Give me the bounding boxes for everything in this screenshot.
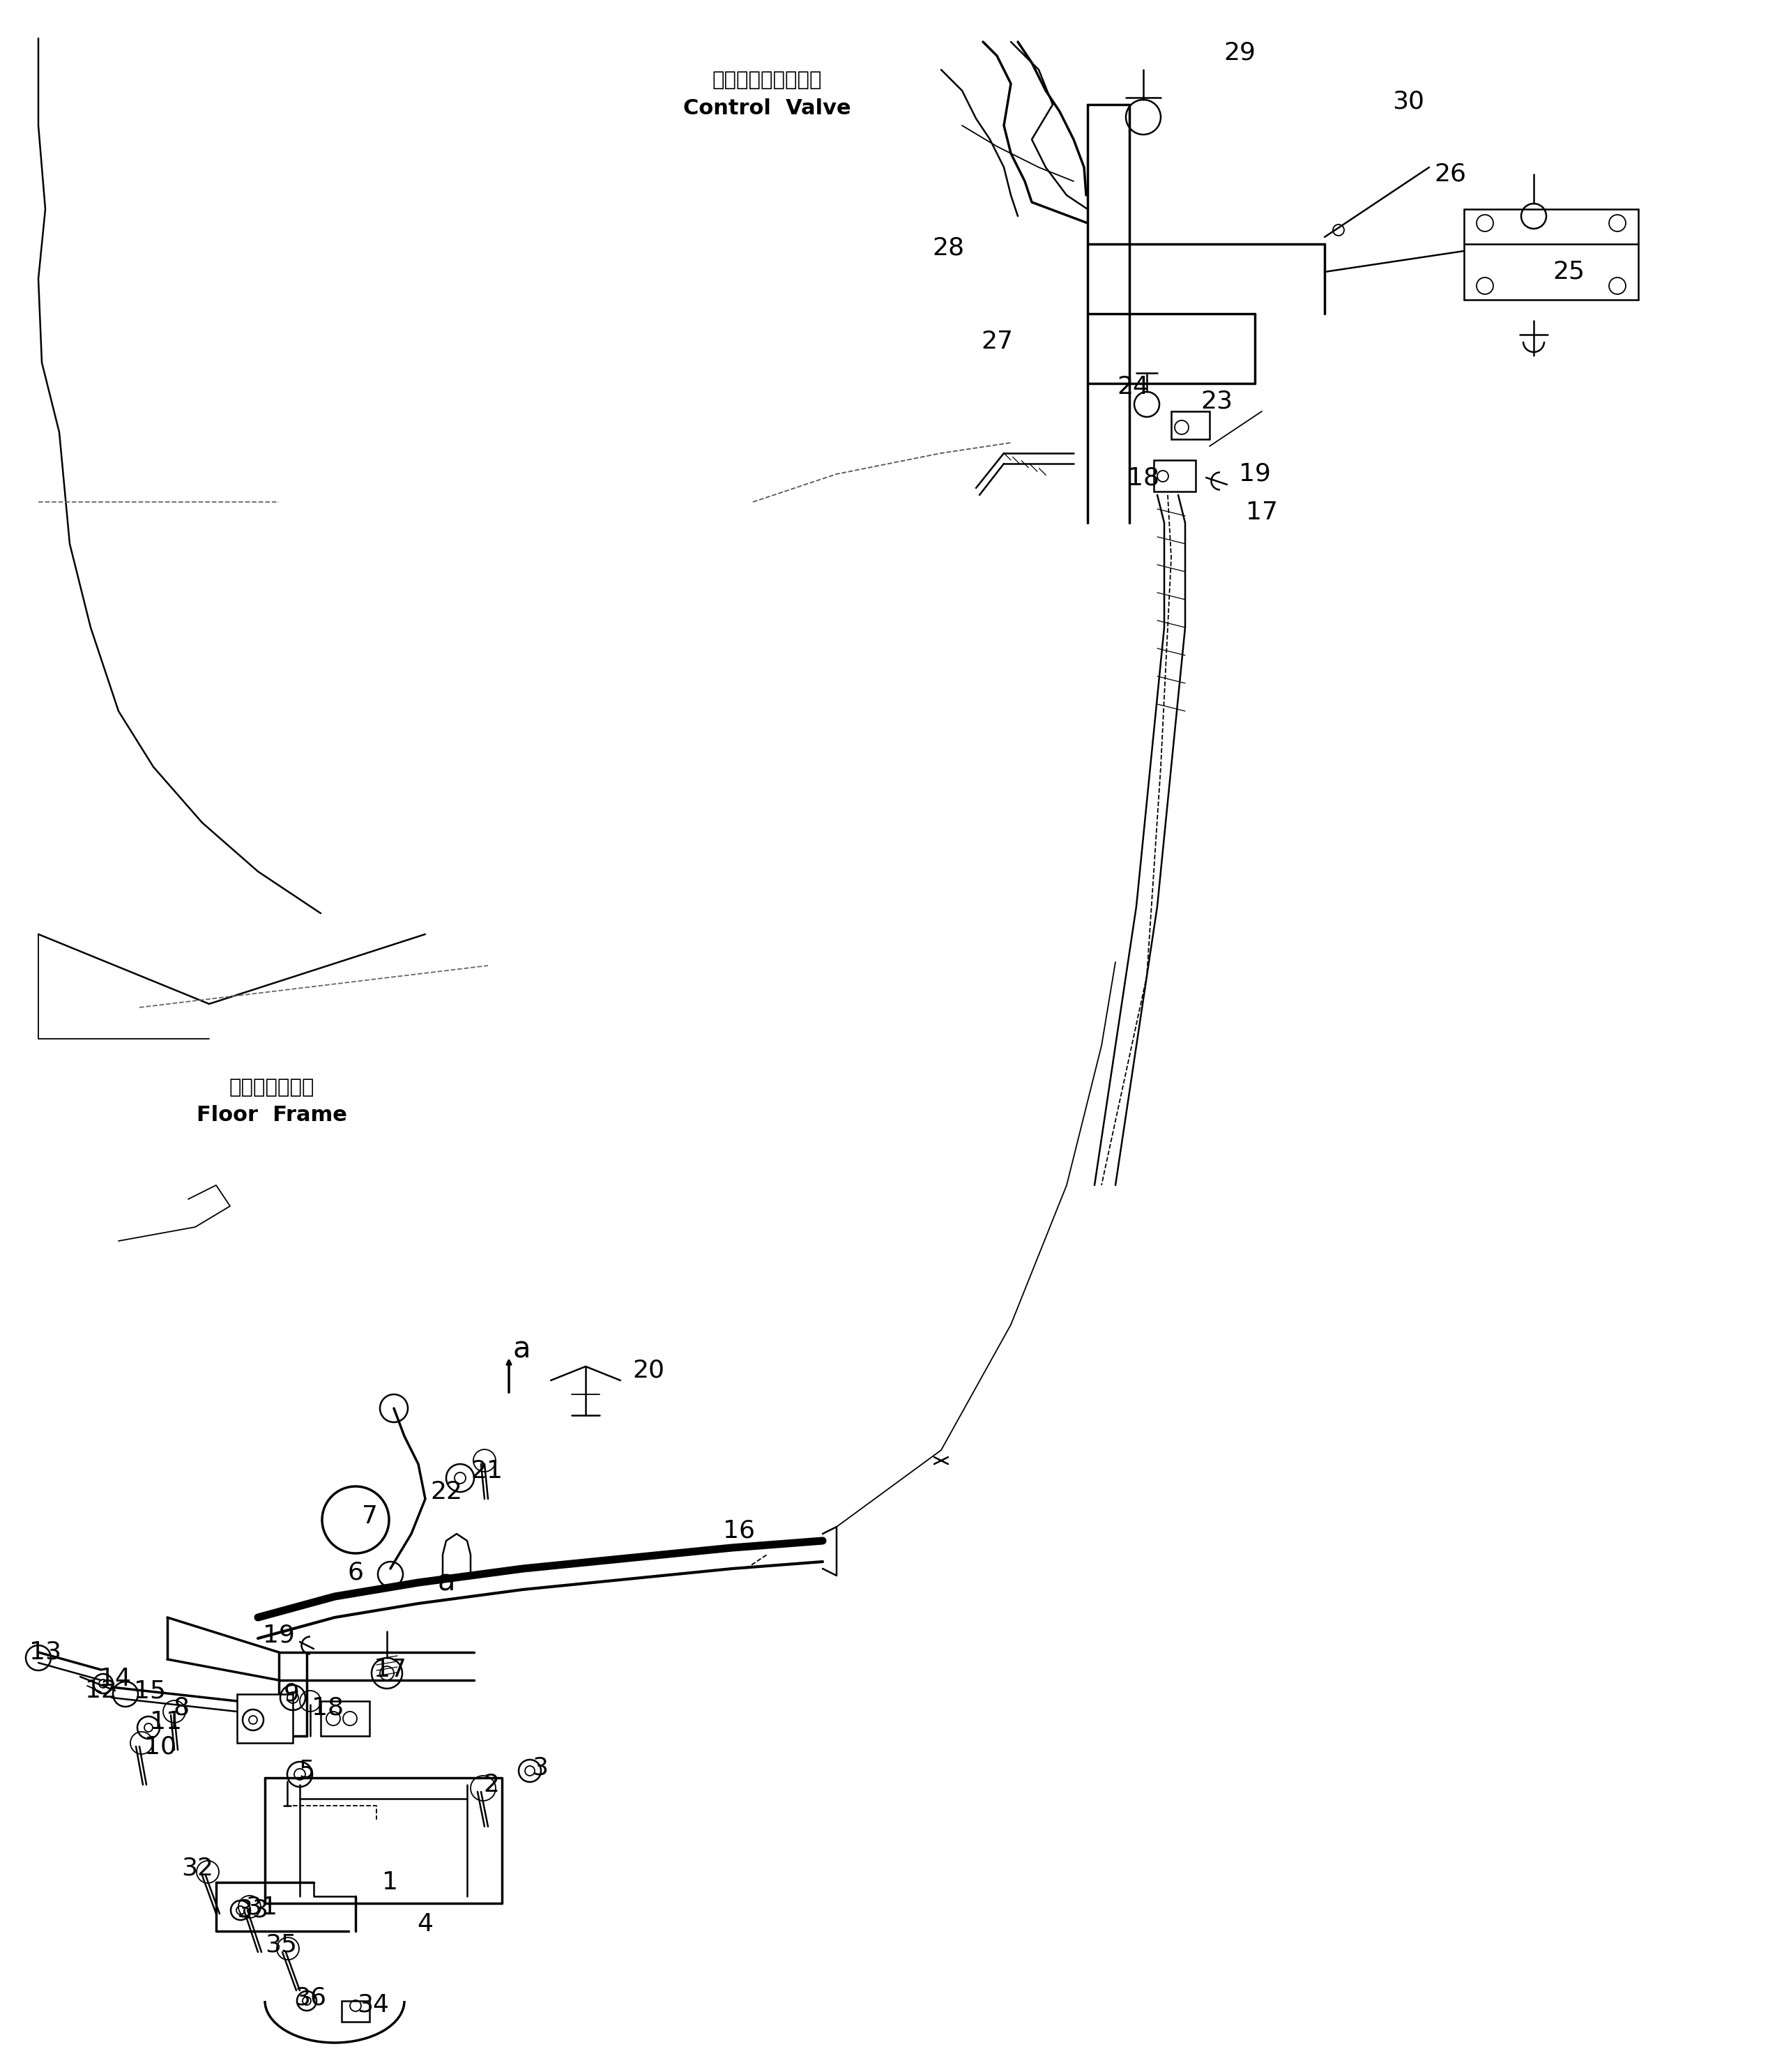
Text: 30: 30 <box>1392 89 1424 114</box>
Text: a: a <box>437 1569 455 1598</box>
Text: 23: 23 <box>1201 390 1233 412</box>
Text: Floor  Frame: Floor Frame <box>196 1104 348 1125</box>
Text: a: a <box>512 1334 530 1363</box>
Text: 34: 34 <box>357 1993 389 2016</box>
Bar <box>341 2002 369 2022</box>
Text: 17: 17 <box>375 1658 407 1682</box>
Text: 14: 14 <box>98 1668 130 1691</box>
Text: 26: 26 <box>1434 162 1466 186</box>
Text: 29: 29 <box>1224 41 1256 64</box>
Text: 25: 25 <box>1552 261 1584 284</box>
Text: 6: 6 <box>348 1560 364 1583</box>
Text: 19: 19 <box>1238 462 1270 487</box>
Text: 33: 33 <box>235 1898 268 1923</box>
Text: 9: 9 <box>284 1682 300 1705</box>
Text: 28: 28 <box>931 236 963 259</box>
Bar <box>1172 412 1210 439</box>
Text: 1: 1 <box>382 1871 398 1894</box>
Text: 20: 20 <box>632 1357 664 1382</box>
Bar <box>237 1695 293 1743</box>
Bar <box>1154 460 1195 491</box>
Text: 8: 8 <box>173 1697 189 1720</box>
Text: 36: 36 <box>294 1985 326 2010</box>
Text: 15: 15 <box>134 1678 166 1703</box>
Text: 13: 13 <box>29 1641 61 1664</box>
Text: 35: 35 <box>264 1933 296 1956</box>
Text: 17: 17 <box>1245 501 1277 524</box>
Text: 4: 4 <box>417 1912 434 1935</box>
Text: 21: 21 <box>471 1459 503 1484</box>
Text: 11: 11 <box>150 1709 182 1734</box>
Text: 12: 12 <box>86 1678 118 1703</box>
Text: 18: 18 <box>312 1697 344 1720</box>
Bar <box>321 1701 369 1736</box>
Text: 16: 16 <box>723 1519 755 1542</box>
Text: 27: 27 <box>981 329 1013 354</box>
Text: 10: 10 <box>145 1734 177 1759</box>
Text: Control  Valve: Control Valve <box>683 97 851 118</box>
Text: 5: 5 <box>298 1759 314 1782</box>
Text: 22: 22 <box>430 1479 462 1504</box>
Text: 19: 19 <box>262 1622 294 1647</box>
Text: 3: 3 <box>532 1755 548 1780</box>
Text: 32: 32 <box>182 1857 214 1879</box>
Text: 18: 18 <box>1127 466 1160 489</box>
Text: コントロールバルブ: コントロールバルブ <box>712 70 822 89</box>
Text: フロアフレーム: フロアフレーム <box>228 1077 314 1098</box>
Text: 2: 2 <box>483 1774 500 1796</box>
Text: 24: 24 <box>1117 375 1149 398</box>
Text: 31: 31 <box>246 1896 278 1919</box>
Text: 7: 7 <box>362 1504 378 1529</box>
